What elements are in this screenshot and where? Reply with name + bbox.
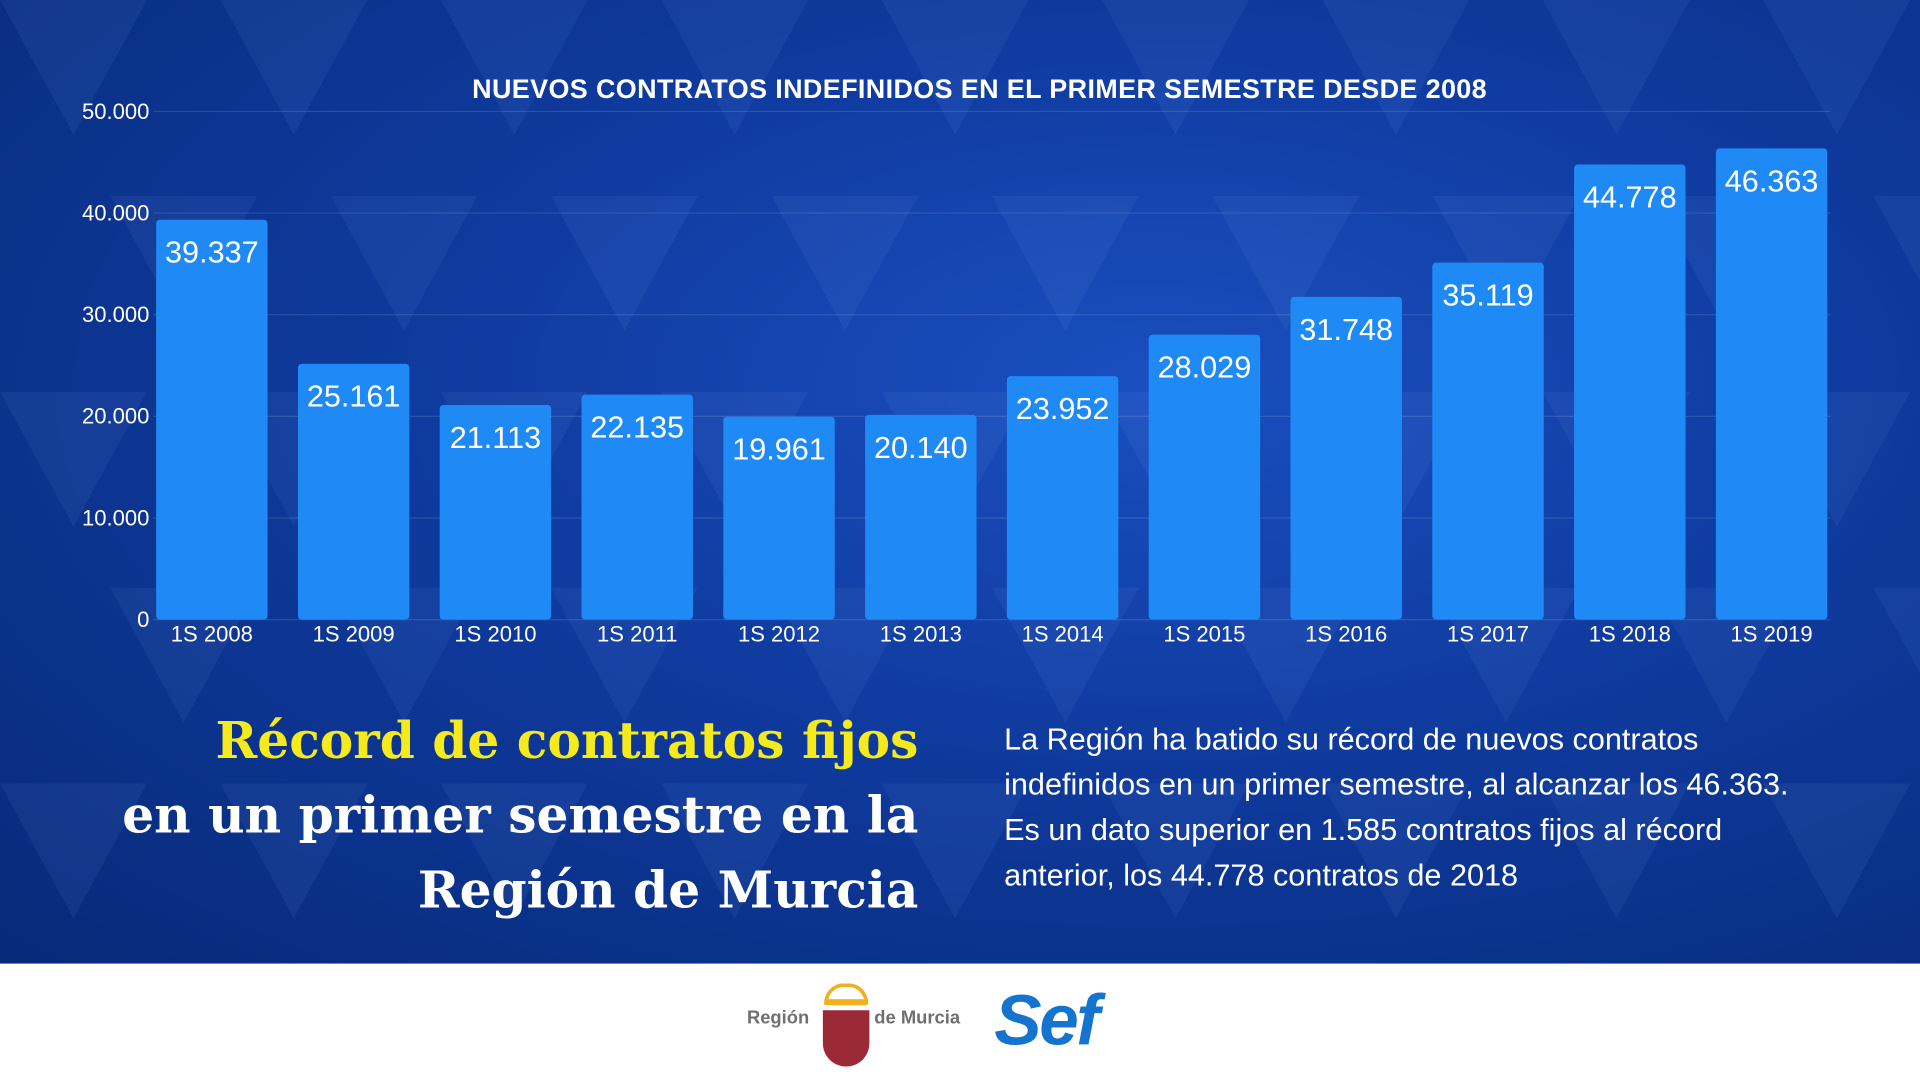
x-tick-label: 1S 2017 [1447, 622, 1529, 647]
x-tick-label: 1S 2019 [1731, 622, 1813, 647]
chevron-decoration [1542, 0, 1690, 135]
chevron-decoration [440, 783, 588, 919]
x-tick-label: 1S 2009 [313, 622, 395, 647]
x-tick-label: 1S 2008 [171, 622, 253, 647]
chevron-decoration [330, 195, 478, 331]
headline-line-3: Región de Murcia [417, 860, 919, 920]
chevron-decoration [1873, 587, 1920, 723]
bar [297, 363, 410, 620]
chevron-decoration [1763, 783, 1911, 919]
chevron-decoration [661, 0, 809, 135]
x-tick-label: 1S 2014 [1022, 622, 1104, 647]
data-label: 46.363 [1725, 164, 1819, 198]
data-label: 39.337 [165, 236, 259, 270]
bar [581, 394, 693, 620]
bar [156, 219, 268, 620]
chevron-decoration [440, 0, 588, 135]
headline-line-2: en un primer semestre en la [122, 786, 919, 845]
chevron-decoration [0, 783, 147, 919]
chart-title: NUEVOS CONTRATOS INDEFINIDOS EN EL PRIME… [472, 73, 1488, 105]
y-tick-label: 0 [137, 607, 149, 632]
data-label: 35.119 [1442, 279, 1533, 313]
bar [1715, 148, 1828, 620]
x-tick-label: 1S 2015 [1163, 622, 1245, 647]
chevron-decoration [661, 783, 809, 919]
bar [1574, 164, 1686, 620]
data-label: 28.029 [1158, 351, 1252, 385]
chevron-decoration [991, 195, 1139, 331]
data-label: 23.952 [1016, 392, 1110, 426]
headline-line-1: Récord de contratos fijos [215, 711, 919, 771]
chevron-decoration [1102, 783, 1249, 919]
body-text: La Región ha batido su récord de nuevos … [1004, 722, 1789, 893]
chevron-decoration [1873, 195, 1920, 331]
y-tick-label: 50.000 [82, 99, 149, 124]
logo-text-murcia: de Murcia [874, 1007, 961, 1029]
chevron-decoration [771, 195, 919, 331]
bar [723, 416, 835, 620]
chevron-decoration [0, 0, 147, 135]
bar [1432, 262, 1544, 620]
chevron-decoration [551, 195, 698, 331]
bar [1006, 376, 1119, 620]
x-tick-label: 1S 2013 [880, 622, 962, 647]
bar-chart: 0 10.000 20.000 30.000 40.000 50.000 39.337 1S … [82, 99, 1828, 647]
headline: Récord de contratos fijos en un primer s… [122, 704, 918, 928]
chevron-decoration [1322, 0, 1470, 135]
chevron-decoration [0, 391, 147, 527]
bar [865, 414, 977, 620]
chevron-decoration [1102, 0, 1249, 135]
footer [0, 963, 1920, 1080]
y-tick-label: 20.000 [82, 404, 149, 429]
data-label: 20.140 [874, 431, 968, 465]
chevron-decoration [220, 0, 368, 135]
data-label: 25.161 [307, 380, 401, 414]
x-tick-label: 1S 2018 [1589, 622, 1671, 647]
data-label: 44.778 [1583, 180, 1677, 214]
bar [1148, 334, 1261, 620]
x-tick-label: 1S 2012 [738, 622, 820, 647]
y-tick-label: 30.000 [82, 302, 149, 327]
bar [439, 405, 552, 620]
data-label: 22.135 [590, 410, 684, 444]
sef-logo: Sef [994, 980, 1100, 1061]
x-tick-label: 1S 2010 [454, 622, 536, 647]
y-tick-label: 40.000 [82, 200, 149, 225]
crown-icon [824, 983, 869, 1006]
y-tick-label: 10.000 [82, 505, 149, 530]
data-label: 19.961 [732, 433, 826, 467]
chevron-decoration [881, 783, 1029, 919]
chevron-decoration [1763, 0, 1911, 135]
logo-text-region: Región [746, 1007, 810, 1029]
chevron-decoration [1322, 783, 1470, 919]
coat-of-arms-icon [822, 1010, 870, 1067]
chevron-decoration [881, 0, 1029, 135]
data-label: 21.113 [450, 421, 541, 455]
region-de-murcia-logo: Región de Murcia [747, 973, 980, 1071]
chevron-decoration [220, 783, 368, 919]
bar [1290, 296, 1402, 620]
x-tick-label: 1S 2011 [597, 622, 677, 647]
chevron-decoration [1542, 783, 1690, 919]
x-tick-label: 1S 2016 [1305, 622, 1387, 647]
data-label: 31.748 [1299, 313, 1393, 347]
